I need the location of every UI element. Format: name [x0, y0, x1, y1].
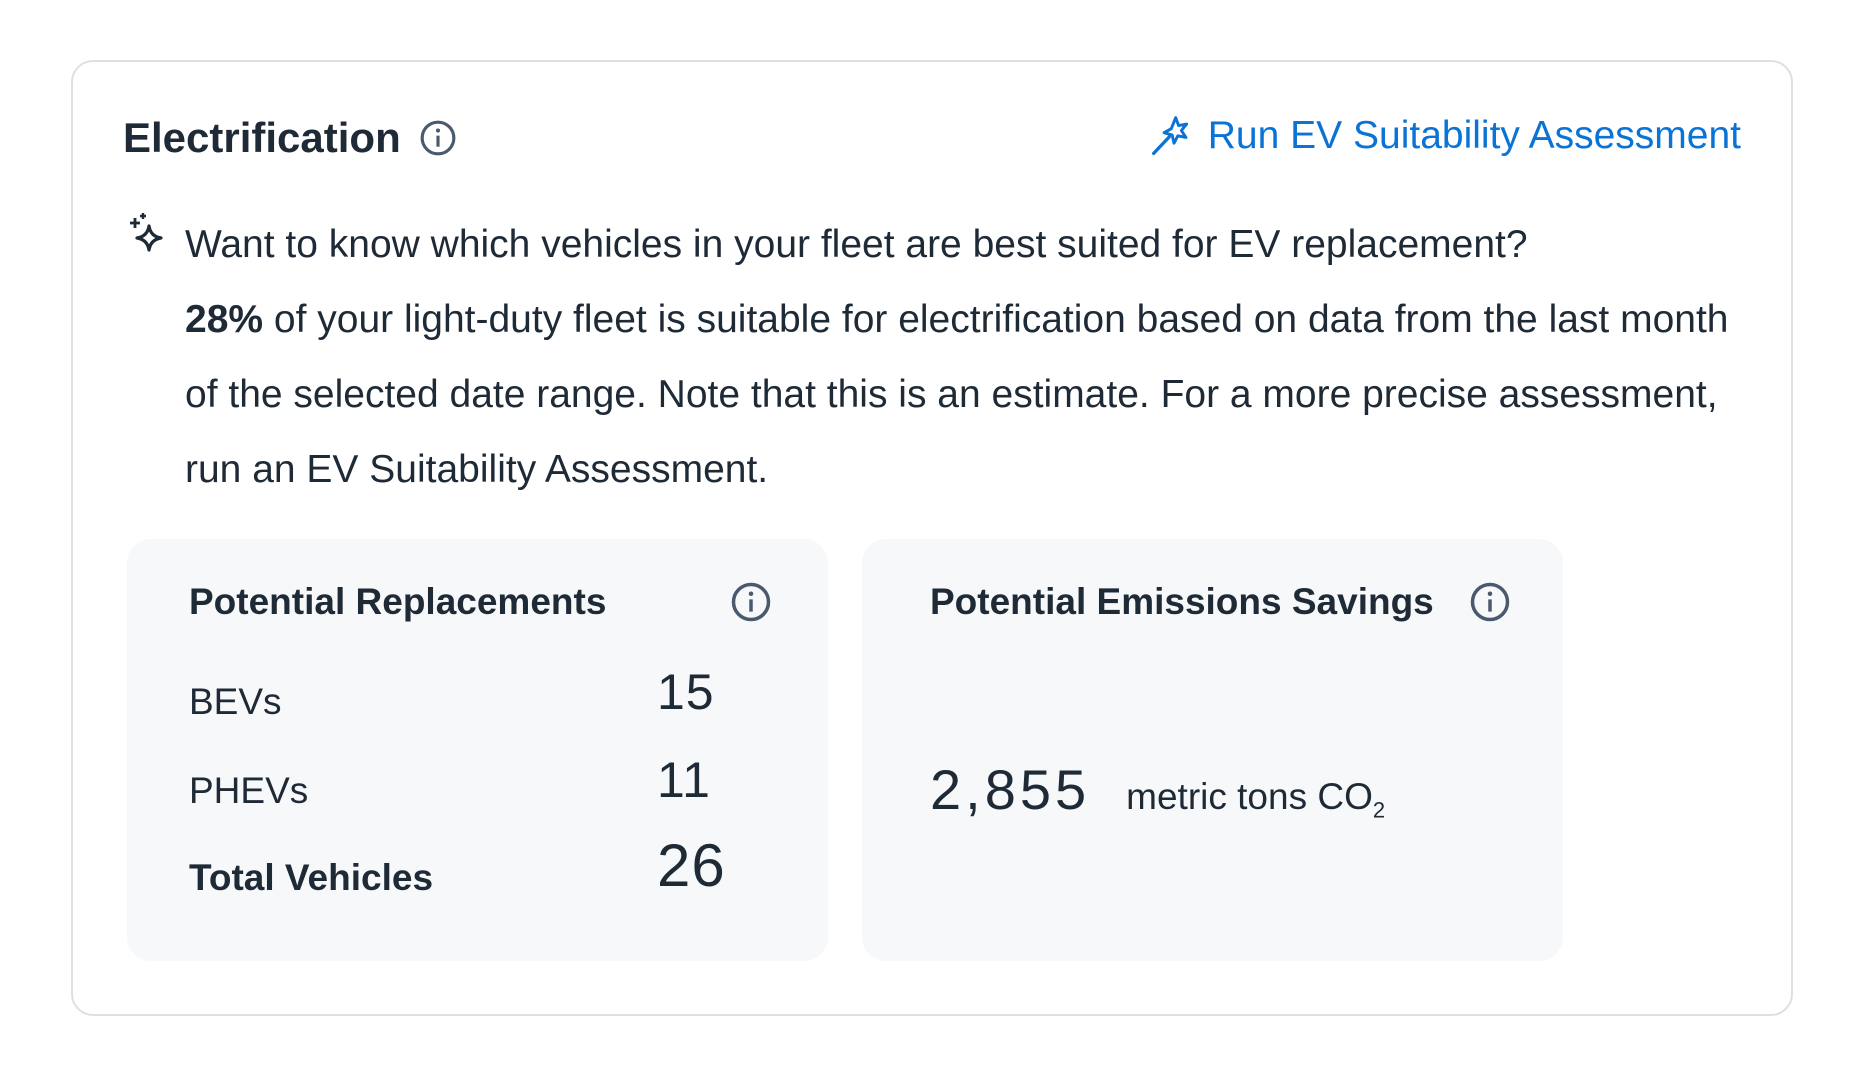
row-label-phevs: PHEVs — [189, 770, 309, 811]
info-icon[interactable] — [1469, 581, 1511, 623]
potential-replacements-panel: Potential Replacements BEVs 15 PHEVs 11 … — [127, 539, 828, 961]
potential-emissions-panel: Potential Emissions Savings 2,855 metric… — [862, 539, 1563, 961]
card-title-text: Electrification — [123, 114, 401, 161]
run-ev-assessment-link[interactable]: Run EV Suitability Assessment — [1150, 114, 1741, 158]
info-icon[interactable] — [730, 581, 772, 623]
row-label-bevs: BEVs — [189, 681, 282, 722]
row-value-total: 26 — [657, 832, 726, 899]
emissions-value-group: 2,855 metric tons CO2 — [930, 757, 1385, 823]
run-ev-assessment-label: Run EV Suitability Assessment — [1207, 114, 1741, 157]
insight-intro: Want to know which vehicles in your flee… — [185, 223, 1528, 266]
electrification-card: Electrification Run EV Suitability Asses… — [71, 60, 1793, 1016]
row-label-total: Total Vehicles — [189, 857, 434, 898]
emissions-unit-subscript: 2 — [1372, 797, 1386, 823]
insight-percentage: 28% — [185, 298, 264, 341]
insight-text: Want to know which vehicles in your flee… — [185, 207, 1745, 507]
panel-title: Potential Replacements — [189, 581, 607, 622]
insight-rest: of your light-duty fleet is suitable for… — [185, 298, 1729, 491]
emissions-unit-text: metric tons CO — [1126, 776, 1373, 817]
row-value-phevs: 11 — [657, 752, 711, 808]
card-title: Electrification — [123, 114, 457, 162]
sparkles-icon — [130, 213, 163, 252]
emissions-value: 2,855 — [930, 758, 1091, 821]
info-icon[interactable] — [419, 119, 457, 157]
panel-title: Potential Emissions Savings — [930, 581, 1434, 622]
magic-wand-icon — [1151, 116, 1188, 156]
emissions-unit: metric tons CO2 — [1126, 776, 1385, 823]
row-value-bevs: 15 — [657, 664, 715, 720]
